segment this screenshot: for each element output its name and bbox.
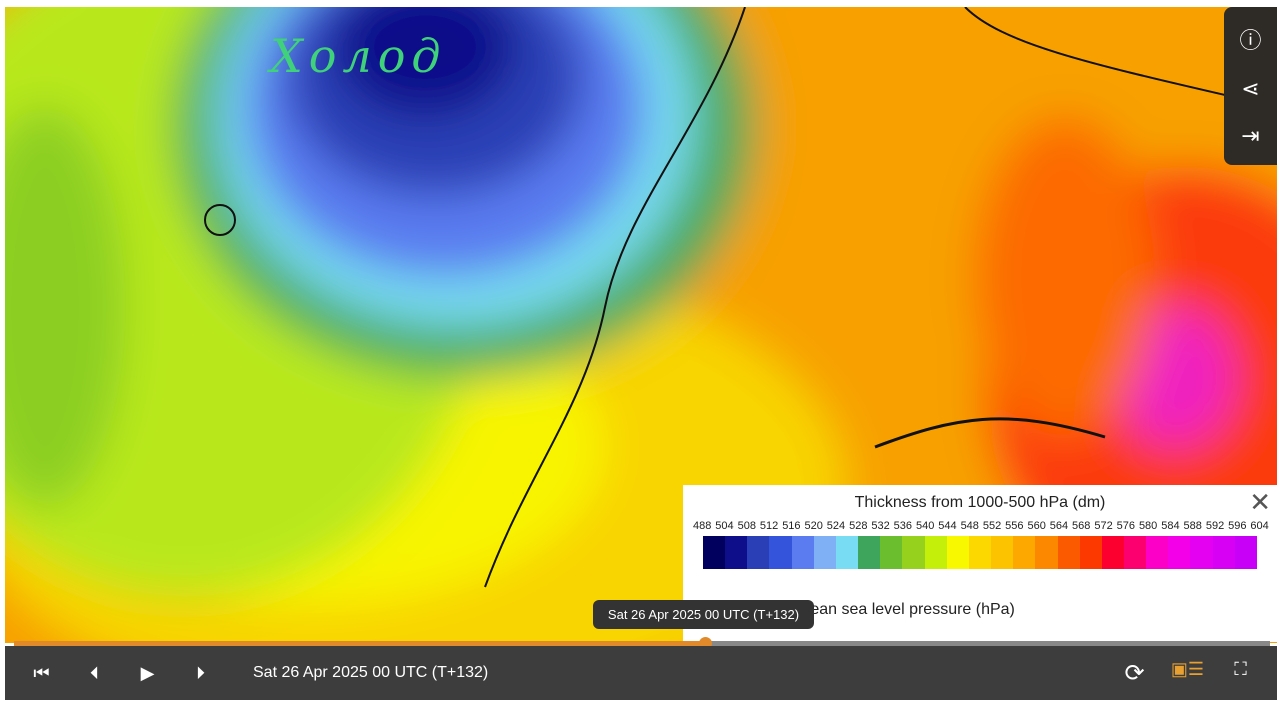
legend-tick: 596 [1228,520,1247,532]
legend-tick: 580 [1138,520,1158,532]
close-icon[interactable]: ✕ [1249,487,1271,517]
legend-toggle-button[interactable]: ▣☰ [1170,658,1205,679]
legend-swatch [813,536,836,569]
legend-swatch [835,536,859,569]
legend-tick: 512 [759,520,779,532]
legend-swatch [703,536,726,569]
legend-tick: 556 [1005,520,1024,532]
legend-tick: 536 [893,520,913,532]
legend-swatch [946,536,969,569]
legend-swatch [769,536,792,569]
mslp-label: Mean sea level pressure (hPa) [797,601,1015,618]
legend-color-bar [703,536,1257,569]
step-back-button[interactable]: ⏴ [90,662,99,683]
legend-tick: 592 [1205,520,1225,532]
legend-tick: 568 [1072,520,1091,532]
timeline-tooltip: Sat 26 Apr 2025 00 UTC (T+132) [593,600,814,629]
legend-tick: 576 [1116,520,1135,532]
playback-controls: ⏮ ⏴ ▶ ⏵ Sat 26 Apr 2025 00 UTC (T+132) ⟳… [5,646,1277,700]
legend-swatch [747,536,770,569]
legend-tick: 548 [960,520,979,532]
legend-tick: 604 [1250,520,1269,532]
legend-swatch [1146,536,1169,569]
fullscreen-button[interactable]: ⛶ [1234,658,1247,679]
legend-swatch [924,536,947,569]
legend-tick: 560 [1027,520,1046,532]
legend-swatch [725,536,748,569]
play-button[interactable]: ▶ [140,662,155,683]
loop-button[interactable]: ⟳ [1124,659,1145,687]
legend-tick: 520 [804,520,823,532]
legend-swatch [791,536,814,569]
legend-swatch [1123,536,1147,569]
legend-swatch [858,536,881,569]
legend-tick: 572 [1094,520,1113,532]
legend-tick: 532 [871,520,890,532]
info-icon[interactable]: ⓘ [1239,28,1262,54]
legend-swatch [1101,536,1124,569]
legend-tick: 508 [737,520,756,532]
timeline-progress [14,641,706,646]
legend-swatch [902,536,925,569]
legend-tick: 516 [782,520,801,532]
legend-swatch [991,536,1014,569]
legend-tick: 552 [982,520,1002,532]
thickness-field [5,7,1277,643]
map-side-toolbar: ⓘ ⋖ ⇥ [1224,7,1277,165]
legend-swatch [1035,536,1058,569]
legend-ticks: 488 504 508 512 516 520 524 528 532 536 540 544 548 5… [693,520,1269,532]
legend-tick: 564 [1049,520,1069,532]
current-time-label: Sat 26 Apr 2025 00 UTC (T+132) [253,664,489,681]
legend-swatch [1234,536,1257,569]
legend-tick: 524 [826,520,846,532]
handwritten-annotation: Холод [270,29,447,83]
legend-panel: Thickness from 1000-500 hPa (dm) ✕ 488 50… [683,485,1277,642]
share-icon[interactable]: ⋖ [1241,75,1260,101]
legend-tick: 488 [693,520,712,532]
legend-tick: 588 [1183,520,1202,532]
legend-swatch [968,536,992,569]
legend-tick: 540 [915,520,935,532]
step-forward-button[interactable]: ⏵ [196,662,205,683]
skip-to-start-button[interactable]: ⏮ [33,662,50,683]
legend-swatch [1013,536,1036,569]
legend-swatch [1057,536,1080,569]
legend-tick: 528 [849,520,868,532]
weather-map[interactable]: Холод [5,7,1277,643]
legend-swatch [880,536,903,569]
legend-tick: 584 [1161,520,1180,532]
legend-swatch [1079,536,1102,569]
legend-swatch [1190,536,1213,569]
legend-tick: 544 [938,520,957,532]
export-icon[interactable]: ⇥ [1241,122,1260,148]
legend-title: Thickness from 1000-500 hPa (dm) [854,494,1106,511]
legend-tick: 504 [715,520,734,532]
legend-swatch [1168,536,1191,569]
legend-swatch [1212,536,1235,569]
